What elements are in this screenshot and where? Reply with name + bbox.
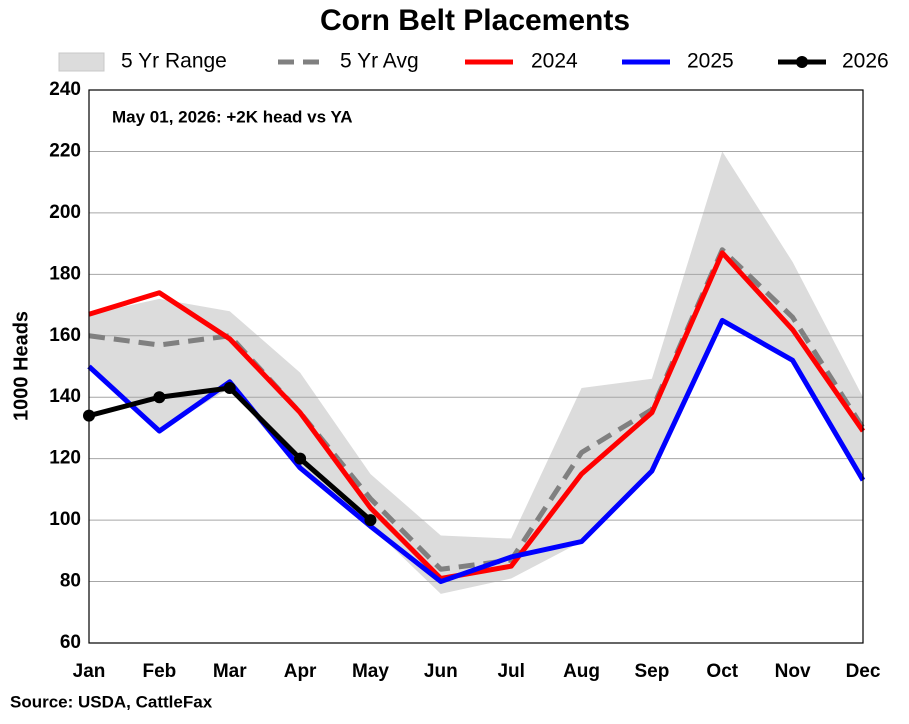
y-tick-label: 80 (60, 571, 81, 592)
legend-marker (796, 56, 808, 68)
legend-label: 2024 (531, 50, 578, 73)
annotation: May 01, 2026: +2K head vs YA (112, 107, 353, 126)
x-tick-label: Sep (634, 661, 669, 682)
marker (364, 514, 377, 527)
y-tick-label: 160 (49, 325, 81, 346)
y-tick-label: 60 (60, 632, 81, 653)
range-area (89, 151, 863, 594)
legend-swatch (58, 52, 105, 72)
x-tick-label: Jun (424, 661, 458, 682)
marker (153, 391, 166, 404)
x-tick-label: Jul (497, 661, 524, 682)
line (88, 250, 866, 581)
y-tick-label: 200 (49, 202, 81, 223)
x-tick-label: Aug (563, 661, 600, 682)
legend-label: 5 Yr Range (121, 50, 227, 73)
y-tick-label: 140 (49, 386, 81, 407)
x-tick-label: May (352, 661, 389, 682)
y-axis-label: 1000 Heads (10, 311, 32, 421)
x-tick-label: Feb (142, 661, 176, 682)
y-tick-label: 100 (49, 509, 81, 530)
plot-frame (88, 89, 864, 644)
y-tick-label: 220 (49, 140, 81, 161)
y-tick-label: 240 (49, 79, 81, 100)
x-tick-label: Dec (846, 661, 881, 682)
x-tick-label: Nov (775, 661, 811, 682)
legend-label: 5 Yr Avg (340, 50, 419, 73)
marker (294, 452, 307, 465)
legend-label: 2026 (842, 50, 889, 73)
y-tick-label: 180 (49, 263, 81, 284)
chart-title: Corn Belt Placements (320, 4, 630, 37)
x-tick-label: Oct (706, 661, 738, 682)
x-tick-label: Apr (284, 661, 317, 682)
x-tick-label: Jan (73, 661, 106, 682)
x-tick-label: Mar (213, 661, 247, 682)
line (88, 247, 866, 572)
legend-label: 2025 (687, 50, 734, 73)
y-tick-label: 120 (49, 448, 81, 469)
source: Source: USDA, CattleFax (10, 692, 213, 711)
marker (223, 382, 236, 395)
